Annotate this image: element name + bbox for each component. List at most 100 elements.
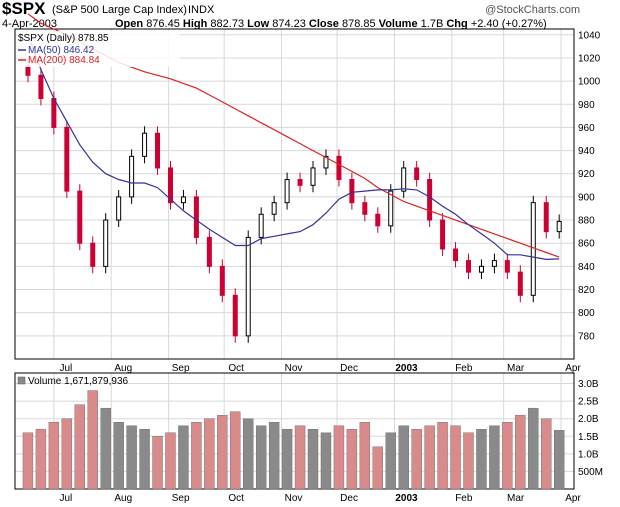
volume-bar: [411, 429, 422, 490]
price-bar-body: [180, 196, 186, 204]
price-bar-body: [77, 190, 83, 244]
price-tick-label: 820: [578, 285, 595, 296]
volume-label: Volume: [378, 18, 418, 30]
volume-bar: [178, 425, 189, 490]
volume-bar: [191, 422, 202, 490]
volume-bar: [22, 432, 34, 490]
volume-tick-label: 2.5B: [578, 397, 599, 408]
volume-bar: [553, 430, 565, 490]
price-bar-body: [556, 220, 562, 233]
price-bar-body: [491, 260, 497, 267]
volume-tick-label: 3.0B: [578, 379, 599, 390]
price-bar-body: [388, 190, 394, 227]
chg-value: +2.40 (+0.27%): [470, 18, 547, 30]
volume-legend: Volume 1,671,879,936: [17, 376, 129, 387]
x-tick-label: Apr: [565, 363, 581, 374]
volume-bar: [359, 422, 371, 490]
price-bar-body: [465, 260, 471, 273]
volume-value: 1.7B: [420, 18, 444, 30]
volume-bar: [424, 425, 435, 490]
volume-bars: [22, 390, 565, 490]
volume-tick-label: 2.0B: [578, 414, 599, 425]
close-label: Close: [308, 18, 339, 30]
price-bar-body: [375, 213, 381, 227]
legend-ma50: MA(50) 846.42: [28, 45, 95, 56]
x-tick-label: Apr: [565, 493, 581, 504]
price-y-axis: 780 800 820 840 860 880 900 920 940 960 980 1000 102…: [578, 30, 601, 342]
volume-bar: [100, 407, 111, 490]
price-bar-body: [129, 155, 135, 198]
volume-bar: [398, 425, 409, 490]
price-bar-body: [530, 202, 536, 296]
price-bar-body: [64, 126, 70, 192]
price-bar-body: [401, 167, 407, 192]
price-tick-label: 940: [578, 146, 595, 157]
price-bar-body: [219, 265, 225, 296]
exchange-label: INDX: [188, 4, 215, 16]
volume-bar: [385, 432, 396, 490]
volume-bar: [126, 425, 137, 490]
price-bar-body: [206, 236, 212, 267]
x-tick-label: Mar: [507, 493, 525, 504]
x-tick-label: Jul: [59, 363, 72, 374]
price-bar-body: [362, 202, 368, 215]
volume-bar: [463, 432, 474, 490]
symbol-title: $SPX: [2, 0, 46, 18]
volume-bar: [204, 418, 215, 490]
volume-bar: [333, 425, 345, 490]
volume-bar: [502, 422, 513, 490]
price-bar-body: [543, 202, 549, 233]
price-bar-body: [167, 167, 173, 204]
volume-x-axis: Jul Aug Sep Oct Nov Dec 2003 Feb Mar Apr: [59, 493, 581, 504]
price-bar-body: [155, 132, 161, 169]
price-bar-body: [323, 155, 329, 169]
low-value: 874.23: [272, 18, 306, 30]
volume-bar: [372, 446, 383, 490]
open-value: 876.45: [146, 18, 180, 30]
price-tick-label: 920: [578, 169, 595, 180]
volume-bar: [152, 436, 163, 490]
x-tick-label: Sep: [172, 363, 190, 374]
index-name: (S&P 500 Large Cap Index): [52, 4, 187, 16]
legend-price: $SPX (Daily) 878.85: [18, 33, 109, 44]
volume-bar: [281, 429, 293, 490]
x-tick-label: Nov: [285, 493, 303, 504]
price-bar-body: [193, 196, 199, 238]
price-bar-body: [258, 213, 264, 238]
volume-bar: [528, 407, 539, 490]
price-bar-body: [232, 294, 238, 337]
price-bar-body: [517, 271, 523, 296]
volume-plot-frame: [14, 372, 575, 490]
volume-bar: [255, 425, 267, 490]
price-tick-label: 800: [578, 308, 595, 319]
volume-bar: [515, 414, 526, 490]
price-bar-body: [310, 167, 316, 186]
x-tick-label: 2003: [395, 493, 418, 504]
price-tick-label: 880: [578, 216, 595, 227]
price-bar-body: [414, 167, 420, 181]
x-tick-label: Feb: [455, 363, 473, 374]
brand-watermark: @StockCharts.com: [485, 4, 580, 16]
volume-bar: [476, 429, 487, 490]
legend-volume: Volume 1,671,879,936: [28, 376, 129, 387]
volume-bar: [450, 425, 461, 490]
price-plot-frame: [14, 28, 575, 360]
price-grid: [15, 29, 574, 359]
volume-tick-label: 1.5B: [578, 432, 599, 443]
price-bar-body: [336, 155, 342, 181]
price-legend: $SPX (Daily) 878.85 MA(50) 846.42 MA(200…: [17, 31, 180, 67]
volume-tick-label: 500M: [578, 467, 603, 478]
price-bar-body: [245, 236, 251, 337]
volume-bar: [230, 411, 241, 490]
x-tick-label: 2003: [395, 363, 418, 374]
volume-bar: [243, 418, 254, 490]
price-bar-body: [142, 132, 148, 157]
volume-bar: [217, 414, 228, 490]
price-bar-body: [271, 202, 277, 215]
x-tick-label: Dec: [340, 363, 358, 374]
volume-bar: [113, 422, 124, 490]
price-tick-label: 1000: [578, 77, 601, 88]
price-bar-body: [297, 179, 303, 186]
price-bar-body: [51, 97, 57, 128]
